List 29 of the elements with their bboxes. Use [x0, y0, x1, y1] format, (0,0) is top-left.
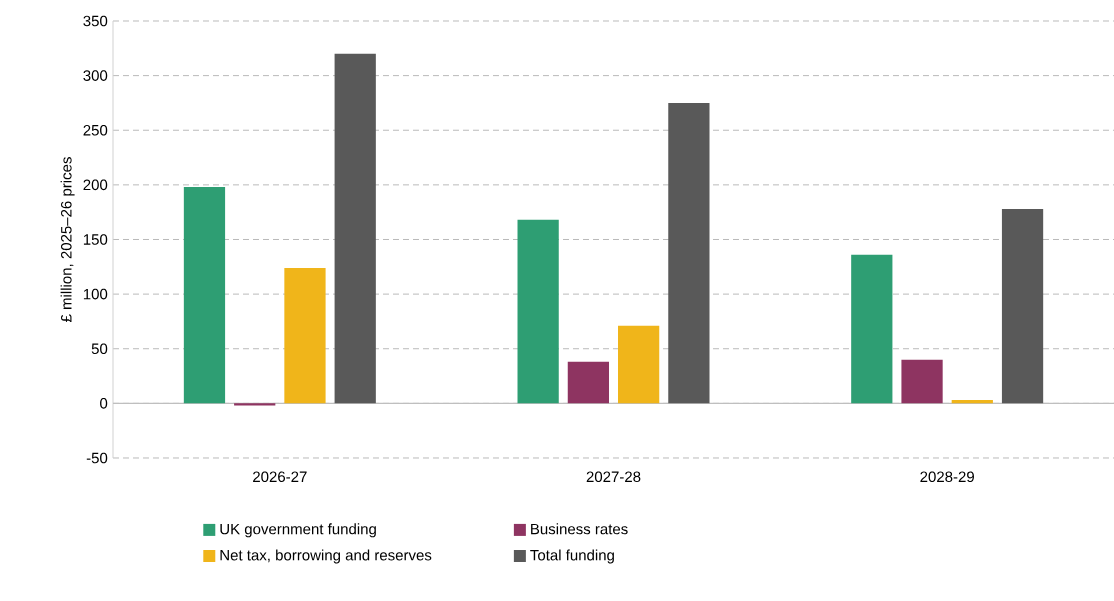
x-tick-label: 2028-29 — [920, 471, 974, 483]
bar — [567, 361, 610, 404]
x-tick-label: 2026-27 — [253, 471, 307, 483]
legend-label: UK government funding — [220, 523, 376, 538]
y-tick-label: 300 — [83, 70, 108, 81]
y-tick-label: 350 — [83, 15, 108, 27]
bar — [851, 254, 893, 404]
x-tick-label: 2027-28 — [586, 471, 641, 483]
legend-label: Total funding — [530, 549, 614, 564]
bar — [284, 267, 326, 404]
y-tick-label: -50 — [86, 452, 108, 464]
y-tick-label: 50 — [91, 343, 108, 355]
y-tick-label: 100 — [83, 288, 108, 300]
legend-label: Business rates — [531, 523, 628, 535]
bar — [668, 102, 710, 404]
y-axis-title: £ million, 2025–26 prices — [60, 157, 75, 323]
bar — [901, 359, 943, 404]
bar — [234, 403, 276, 406]
y-tick-label: 250 — [83, 124, 108, 136]
y-tick-label: 0 — [100, 398, 108, 409]
bar — [517, 219, 559, 404]
bar — [1001, 208, 1044, 404]
y-tick-label: 200 — [83, 179, 108, 191]
y-tick-label: 150 — [83, 234, 108, 245]
bar — [334, 53, 376, 404]
bar — [183, 187, 226, 404]
bar — [951, 400, 993, 404]
legend-label: Net tax, borrowing and reserves — [220, 549, 432, 564]
bar — [618, 325, 660, 404]
